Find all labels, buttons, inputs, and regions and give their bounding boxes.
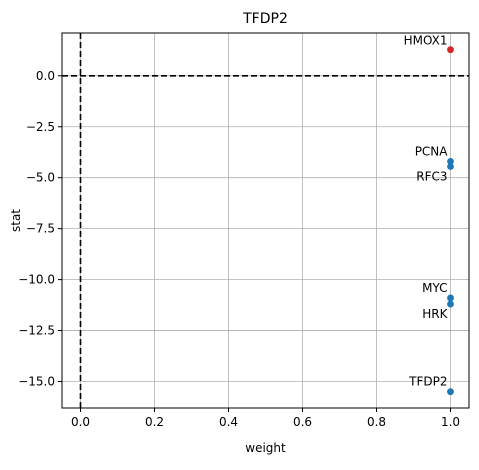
y-tick-label: −12.5: [18, 324, 55, 338]
y-tick-label: −7.5: [26, 222, 55, 236]
x-tick-label: 0.4: [219, 415, 238, 429]
y-tick-label: −10.0: [18, 273, 55, 287]
x-tick-label: 0.8: [367, 415, 386, 429]
plot-frame: [61, 32, 470, 409]
point-label: TFDP2: [408, 375, 447, 389]
point-labels: HMOX1 PCNA RFC3 MYC HRK TFDP2: [404, 34, 449, 389]
data-point: [447, 163, 454, 170]
x-tick-label: 0.0: [71, 415, 90, 429]
x-axis-label: weight: [245, 441, 286, 455]
y-axis-label: stat: [9, 209, 23, 232]
x-tick-label: 0.2: [145, 415, 164, 429]
point-label: RFC3: [416, 169, 447, 183]
data-point: [447, 157, 454, 165]
point-label: MYC: [422, 281, 447, 295]
y-tick-label: −5.0: [26, 171, 55, 185]
data-point: [447, 294, 454, 302]
point-label: HRK: [422, 307, 448, 321]
y-tick-label: −2.5: [26, 120, 55, 134]
point-label: HMOX1: [404, 34, 448, 48]
x-tick-label: 1.0: [441, 415, 460, 429]
data-point: [447, 300, 454, 308]
y-tick-label: 0.0: [36, 69, 55, 83]
x-tick-label: 0.6: [293, 415, 312, 429]
point-label: PCNA: [415, 144, 449, 158]
y-tick-label: −15.0: [18, 375, 55, 389]
data-point: [447, 388, 454, 396]
grid-layer: [62, 33, 469, 408]
reference-lines: [62, 33, 469, 408]
data-point: [447, 46, 454, 54]
data-points: [447, 46, 454, 396]
axis-ticks: 0.0 0.2 0.4 0.6 0.8 1.0 0.0 −2.5 −5.0 −7.5 −10.0 −1…: [18, 69, 460, 429]
chart-title: TFDP2: [242, 11, 288, 27]
